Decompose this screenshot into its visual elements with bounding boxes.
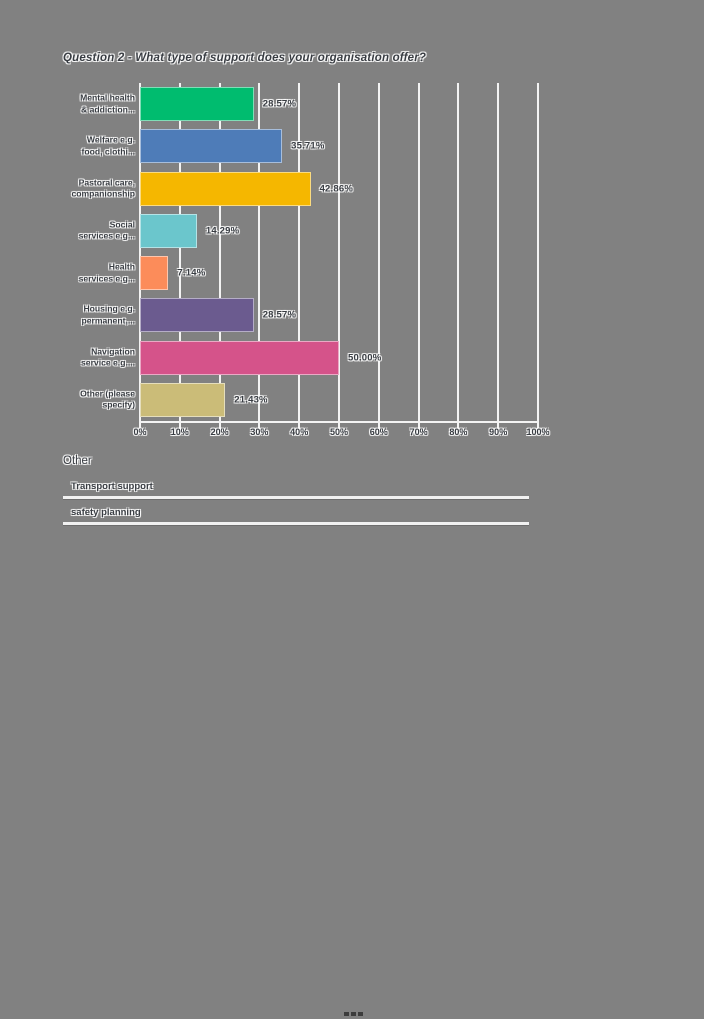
x-axis-tick — [377, 422, 380, 429]
bar-value-label: 42.86% — [319, 183, 353, 195]
other-response-text: Transport support — [71, 481, 153, 492]
bar — [140, 382, 226, 417]
other-section-title: Other — [63, 455, 92, 467]
bar — [140, 213, 197, 248]
x-axis-tick — [139, 422, 141, 429]
chart-plot-area: Mental health & addiction... 28.57% Welfar… — [71, 83, 539, 429]
page-number-clipped — [344, 1012, 366, 1019]
bar — [140, 129, 283, 164]
x-axis-tick — [218, 422, 221, 429]
x-axis-tick — [298, 422, 301, 429]
category-label: Health services e.g... — [78, 261, 135, 284]
bar-value-label: 21.43% — [234, 394, 268, 406]
gridline — [218, 83, 221, 421]
x-axis-tick-label: 70% — [409, 427, 428, 437]
bar — [140, 298, 254, 333]
gridline — [178, 83, 181, 421]
category-label: Social services e.g... — [78, 219, 135, 241]
bar-value-label: 35.71% — [291, 140, 325, 152]
bar-value-label: 28.57% — [262, 309, 297, 321]
bar-value-label: 14.29% — [205, 225, 240, 237]
x-axis-tick-label: 100% — [526, 427, 550, 437]
x-axis-tick — [417, 422, 420, 429]
x-axis-tick-label: 90% — [489, 427, 508, 437]
x-axis-tick-label: 20% — [210, 427, 229, 437]
bar — [140, 340, 339, 375]
category-label: Housing e.g. permanent,... — [81, 303, 135, 326]
row-divider — [63, 522, 529, 525]
x-axis-tick-label: 40% — [290, 427, 309, 437]
x-axis-tick — [537, 422, 539, 429]
gridline — [338, 83, 340, 421]
gridline — [497, 83, 500, 421]
gridline — [258, 83, 261, 421]
bar-value-label: 50.00% — [348, 352, 382, 364]
gridline — [298, 83, 301, 421]
x-axis-tick — [457, 422, 460, 429]
category-label: Welfare e.g. food, clothi... — [81, 134, 135, 157]
x-axis-tick-label: 0% — [133, 427, 147, 437]
x-axis-tick-label: 30% — [250, 427, 269, 437]
other-responses: Transport support safety planning — [63, 481, 529, 525]
gridline — [537, 83, 539, 421]
x-axis-tick-label: 10% — [170, 427, 189, 437]
x-axis-tick — [258, 422, 261, 429]
x-axis-tick — [178, 422, 181, 429]
row-divider — [63, 496, 529, 499]
bar — [140, 171, 311, 206]
gridline — [417, 83, 420, 421]
other-response-text: safety planning — [71, 507, 141, 518]
bar — [140, 87, 254, 122]
gridline — [377, 83, 380, 421]
bar — [140, 256, 169, 291]
x-axis-tick — [497, 422, 500, 429]
gridline — [457, 83, 460, 421]
category-label: Other (please specify) — [80, 388, 135, 410]
x-axis-tick-label: 50% — [329, 427, 349, 437]
x-axis-tick-label: 80% — [449, 427, 468, 437]
chart-title: Question 2 - What type of support does y… — [63, 52, 427, 64]
category-label: Navigation service e.g.... — [81, 346, 135, 368]
bar-value-label: 28.57% — [262, 98, 297, 110]
category-label: Mental health & addiction... — [80, 92, 135, 115]
category-label: Pastoral care, companionship — [71, 177, 135, 199]
gridline — [139, 83, 141, 421]
bar-value-label: 7.14% — [177, 267, 206, 279]
x-axis-tick — [338, 422, 340, 429]
other-responses-section: Other Transport support safety planning — [63, 451, 529, 533]
x-axis-tick-label: 60% — [369, 427, 388, 437]
other-response-row: safety planning — [63, 507, 529, 525]
other-response-row: Transport support — [63, 481, 529, 499]
x-axis-tick-labels: 0% 10% 20% 30% 40% 50% 60% 70% 80% 90% 100% — [133, 427, 549, 441]
